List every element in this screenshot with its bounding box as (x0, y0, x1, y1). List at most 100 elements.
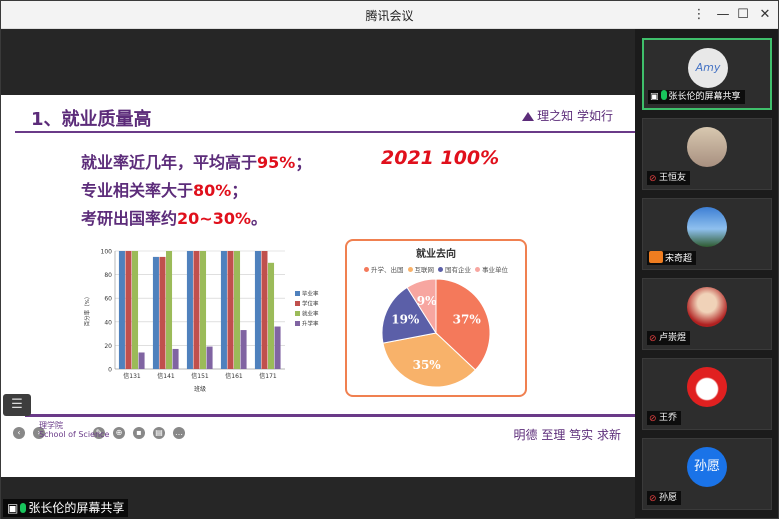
avatar (687, 207, 727, 247)
bullet-text: 专业相关率大于 (81, 181, 194, 200)
bar (268, 262, 275, 369)
annotation-2021: 2021 100% (381, 147, 500, 169)
next-slide-icon[interactable]: › (33, 427, 45, 439)
pie-legend-item: 事业单位 (475, 266, 508, 274)
slide-toolbar: ‹ › ✎ ⊕ ▪ ▤ … (13, 427, 185, 439)
screen-share-label: ▣ 张长伦的屏幕共享 (3, 499, 129, 517)
bar (227, 251, 234, 369)
participant-tile[interactable]: ⊘ 王乔 (642, 358, 772, 430)
minimize-button[interactable]: — (716, 7, 730, 22)
y-axis-label: 百分率（%） (83, 294, 91, 327)
pie-legend-item: 升学、出国 (364, 266, 404, 274)
pie-slice (406, 278, 437, 335)
participant-tile[interactable]: ⊘ 卢崇煜 (642, 278, 772, 350)
legend-swatch (295, 321, 300, 326)
bar (118, 251, 125, 369)
camera-icon[interactable]: ▪ (133, 427, 145, 439)
legend-dot (407, 267, 413, 272)
bar (186, 251, 193, 369)
legend-swatch (295, 291, 300, 296)
participant-name-text: 王乔 (659, 413, 678, 423)
close-button[interactable]: ✕ (759, 7, 771, 22)
bar (138, 352, 145, 369)
pie-legend-item: 国有企业 (438, 266, 471, 274)
zoom-icon[interactable]: ⊕ (113, 427, 125, 439)
title-bar: 腾讯会议 ⋮ — ☐ ✕ (1, 1, 778, 29)
legend-label: 升学率 (302, 320, 319, 328)
screen-icon: ▣ (650, 92, 659, 102)
maximize-button[interactable]: ☐ (737, 7, 749, 22)
school-name-cn: 理学院 (39, 421, 63, 430)
participant-tile[interactable]: 孙愿 ⊘ 孙愿 (642, 438, 772, 510)
pie-chart: 就业去向 升学、出国 互联网 国有企业 事业单位 37% 35% 19% 9% (345, 239, 527, 397)
pie-value-label: 35% (413, 358, 442, 372)
more-icon[interactable]: ⋮ (692, 7, 706, 22)
bar-chart: 0 20 40 60 80 100 信131 信141 信151 信161 信171 班级 百分率（%）… (75, 243, 335, 405)
bar (193, 251, 200, 369)
avatar: Amy (688, 48, 728, 88)
window-title: 腾讯会议 (365, 9, 414, 23)
mic-on-icon (20, 503, 27, 513)
pie-value-label: 9% (417, 294, 437, 308)
bar (220, 251, 227, 369)
share-label-text: 张长伦的屏幕共享 (28, 501, 125, 515)
bullet-suffix: 。 (250, 209, 267, 228)
bar (206, 346, 213, 369)
list-button[interactable]: ☰ (3, 394, 31, 416)
legend-label: 学位率 (302, 300, 319, 308)
x-axis-label: 班级 (194, 385, 206, 393)
logo-triangle-icon (522, 112, 535, 121)
participant-name-text: 张长伦的屏幕共享 (668, 92, 741, 102)
x-tick-label: 信161 (225, 372, 243, 380)
y-tick-label: 20 (104, 343, 112, 350)
pie-legend-item: 互联网 (407, 266, 434, 274)
bar (166, 251, 173, 369)
pie-value-label: 37% (453, 313, 482, 327)
bullet-text: 就业率近几年，平均高于 (81, 153, 258, 172)
pen-icon[interactable]: ✎ (93, 427, 105, 439)
avatar (687, 287, 727, 327)
bar (234, 251, 241, 369)
bullet-employment-rate: 就业率近几年，平均高于95%； (81, 149, 311, 173)
mic-on-icon (660, 90, 667, 100)
bar-chart-svg: 0 20 40 60 80 100 信131 信141 信151 信161 信171 班级 百分率（%）… (83, 249, 319, 394)
subtitle-icon[interactable]: ▤ (153, 427, 165, 439)
legend-swatch (295, 301, 300, 306)
slide-motto: 理之知 学如行 (522, 107, 613, 124)
bar (125, 251, 132, 369)
presentation-slide: 1、就业质量高 理之知 学如行 就业率近几年，平均高于95%； 专业相关率大于8… (1, 95, 635, 477)
bar (240, 330, 247, 369)
avatar (687, 367, 727, 407)
legend-dot (364, 267, 369, 272)
y-tick-label: 40 (104, 319, 112, 326)
more-options-icon[interactable]: … (173, 427, 185, 439)
bar (172, 348, 179, 369)
pie-chart-svg: 37% 35% 19% 9% (381, 278, 491, 388)
pie-slice (382, 332, 477, 388)
y-tick-label: 0 (108, 367, 112, 374)
participant-tile[interactable]: 宋奇超 (642, 198, 772, 270)
pie-value-label: 19% (391, 313, 420, 327)
y-tick-label: 60 (104, 296, 112, 303)
bullet-suffix: ； (231, 181, 248, 200)
school-name-en: School of Science (39, 430, 110, 439)
bullet-highlight: 80% (193, 181, 232, 200)
mic-muted-icon: ⊘ (649, 334, 657, 344)
motto-text: 理之知 学如行 (537, 109, 613, 123)
x-tick-label: 信131 (123, 372, 141, 380)
legend-label: 就业率 (302, 310, 319, 318)
participant-tile[interactable]: ⊘ 王恒友 (642, 118, 772, 190)
pie-legend: 升学、出国 互联网 国有企业 事业单位 (347, 264, 525, 274)
bar (152, 256, 159, 369)
participant-tile[interactable]: Amy ▣ 张长伦的屏幕共享 (642, 38, 772, 110)
bar (159, 256, 166, 369)
bar (274, 326, 281, 369)
legend-swatch (295, 311, 300, 316)
footer-divider (25, 414, 635, 417)
bullet-suffix: ； (295, 153, 312, 172)
mic-muted-icon: ⊘ (649, 174, 657, 184)
participant-name-text: 王恒友 (659, 173, 687, 183)
legend-dot (475, 267, 480, 272)
bullet-highlight: 95% (257, 153, 296, 172)
prev-slide-icon[interactable]: ‹ (13, 427, 25, 439)
